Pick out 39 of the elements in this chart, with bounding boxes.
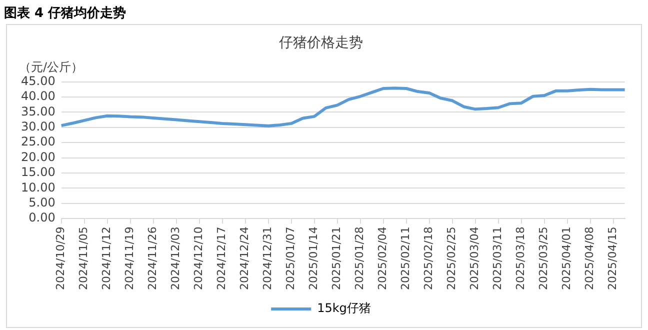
x-tick-label: 2025/01/07 (284, 226, 298, 290)
chart-title: 图表 4 仔猪均价走势 (3, 5, 128, 22)
y-tick-label: 40.00 (20, 89, 56, 104)
x-tick-label: 2025/04/15 (606, 226, 620, 290)
y-tick-label: 30.00 (20, 120, 56, 134)
x-tick-label: 2024/12/10 (192, 226, 206, 290)
x-tick-label: 2025/01/21 (330, 226, 344, 290)
y-axis-title: （元/公斤） (19, 60, 84, 74)
x-tick-label: 2024/11/19 (123, 226, 136, 290)
x-tick-label: 2025/01/14 (307, 226, 320, 290)
y-tick-label: 5.00 (28, 196, 56, 210)
y-tick-label: 35.00 (20, 104, 56, 118)
x-tick-label: 2024/10/29 (54, 226, 68, 290)
chart-subtitle: 仔猪价格走势 (279, 35, 363, 52)
y-tick-label: 10.00 (20, 180, 56, 194)
x-tick-label: 2025/03/11 (491, 226, 504, 290)
x-tick-label: 2025/03/18 (514, 226, 528, 290)
y-tick-label: 45.00 (20, 74, 56, 88)
x-tick-label: 2024/12/03 (169, 226, 182, 290)
x-tick-label: 2024/12/24 (238, 226, 252, 290)
x-tick-label: 2025/04/08 (583, 226, 596, 290)
x-tick-label: 2024/12/31 (261, 226, 274, 290)
y-tick-label: 20.00 (20, 150, 56, 164)
x-tick-label: 2024/11/26 (146, 226, 160, 290)
legend-label: 15kg仔猪 (317, 301, 371, 316)
y-tick-label: 15.00 (20, 165, 56, 180)
x-tick-label: 2025/04/01 (560, 226, 574, 290)
x-tick-label: 2024/12/17 (215, 226, 228, 290)
x-tick-label: 2025/02/18 (422, 226, 436, 290)
x-tick-label: 2025/01/28 (353, 226, 366, 290)
x-tick-label: 2025/02/25 (445, 226, 458, 290)
x-tick-label: 2025/03/25 (537, 226, 550, 290)
y-tick-label: 25.00 (20, 134, 56, 149)
x-tick-label: 2024/11/12 (100, 226, 114, 290)
y-tick-label: 0.00 (28, 210, 56, 225)
x-tick-label: 2024/11/05 (77, 226, 90, 290)
x-tick-label: 2025/02/04 (376, 226, 390, 290)
x-tick-label: 2025/02/11 (399, 226, 412, 290)
x-tick-label: 2025/03/04 (468, 226, 482, 290)
